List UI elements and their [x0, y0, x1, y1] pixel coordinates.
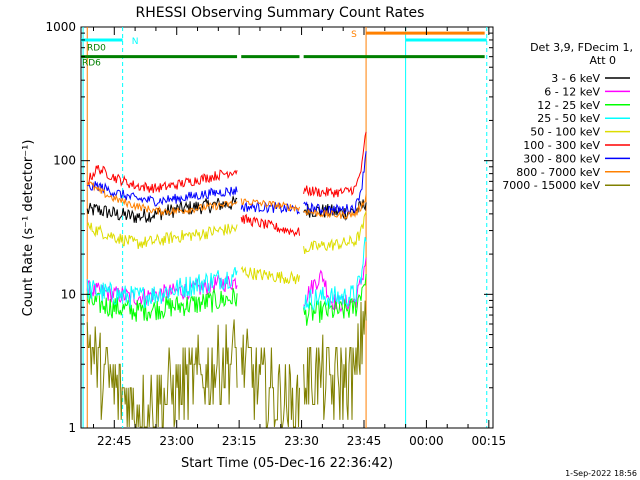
y-axis-ticks: 1 10 100 1000 — [45, 20, 493, 435]
legend-label: 12 - 25 keV — [537, 99, 600, 112]
y-tick-label: 1000 — [45, 20, 76, 34]
legend-label: 25 - 50 keV — [537, 112, 600, 125]
x-tick-label: 23:30 — [284, 434, 319, 448]
series-50-100kev-segment-1 — [240, 265, 300, 285]
y-axis-label: Count Rate (s⁻¹ detector⁻¹) — [21, 140, 36, 317]
x-axis-ticks: 22:45 23:00 23:15 23:30 23:45 00:00 00:15 — [92, 27, 507, 448]
legend-label: 3 - 6 keV — [551, 72, 600, 85]
legend-label: 50 - 100 keV — [530, 126, 600, 139]
legend-header-line-1: Det 3,9, FDecim 1, — [530, 41, 633, 54]
series-7000-15000kev-segment-0 — [86, 319, 238, 428]
series-800-7000kev-segment-1 — [240, 198, 300, 212]
series-12-25kev-segment-0 — [86, 287, 238, 322]
flag-label-n: N — [132, 37, 139, 47]
series-25-50kev-segment-1 — [303, 236, 367, 311]
y-tick-label: 10 — [61, 287, 76, 301]
y-tick-label: 1 — [68, 421, 76, 435]
vertical-markers — [82, 27, 488, 428]
series-100-300kev-segment-0 — [86, 164, 238, 194]
flag-label-s: S — [351, 30, 357, 40]
series-800-7000kev-segment-2 — [303, 193, 367, 220]
x-tick-label: 22:45 — [97, 434, 132, 448]
series-25-50kev-segment-0 — [86, 267, 238, 308]
series-50-100kev-segment-2 — [303, 211, 367, 254]
legend-header-line-2: Att 0 — [590, 54, 616, 67]
series-100-300kev-segment-1 — [240, 213, 300, 238]
series-3-6kev-segment-0 — [86, 196, 238, 223]
series-800-7000kev-segment-0 — [86, 181, 238, 217]
footer-date: 1-Sep-2022 18:56 — [565, 469, 637, 478]
flag-label-rd0: RD0 — [87, 44, 106, 54]
series-50-100kev-segment-0 — [86, 221, 238, 249]
legend-label: 300 - 800 keV — [523, 152, 600, 165]
legend-label: 800 - 7000 keV — [516, 166, 600, 179]
chart-title: RHESSI Observing Summary Count Rates — [136, 5, 425, 21]
series-lines — [86, 131, 367, 428]
legend-label: 100 - 300 keV — [523, 139, 600, 152]
x-tick-label: 00:15 — [472, 434, 507, 448]
series-100-300kev-segment-2 — [303, 131, 367, 198]
flag-lines: RD6 RD0 N S — [81, 30, 487, 69]
x-tick-label: 00:00 — [409, 434, 444, 448]
series-300-800kev-segment-0 — [87, 181, 238, 207]
y-tick-label: 100 — [53, 154, 76, 168]
flag-label-rd6: RD6 — [82, 59, 101, 69]
x-tick-label: 23:45 — [347, 434, 382, 448]
plot-frame — [80, 26, 494, 429]
x-tick-label: 23:00 — [159, 434, 194, 448]
x-axis-label: Start Time (05-Dec-16 22:36:42) — [181, 456, 393, 471]
series-7000-15000kev-segment-2 — [303, 300, 367, 420]
legend-label: 6 - 12 keV — [544, 85, 600, 98]
series-7000-15000kev-segment-1 — [240, 328, 300, 428]
legend-label: 7000 - 15000 keV — [502, 179, 600, 192]
x-tick-label: 23:15 — [222, 434, 257, 448]
